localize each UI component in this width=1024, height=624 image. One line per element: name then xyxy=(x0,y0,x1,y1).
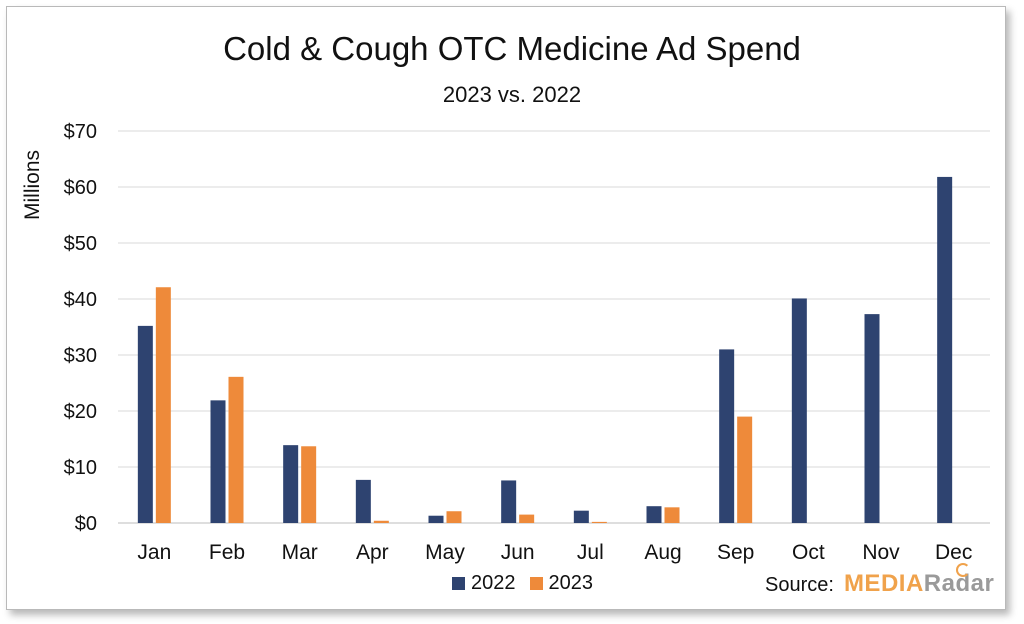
y-tick-label: $70 xyxy=(64,121,97,143)
bar-2023-feb xyxy=(228,376,244,523)
bar-2022-jun xyxy=(501,480,517,523)
bar-2023-jul xyxy=(591,521,607,523)
legend-swatch-2022 xyxy=(452,577,465,590)
mediaradar-logo: MEDIARadar xyxy=(843,563,994,598)
bar-2022-feb xyxy=(210,400,226,523)
bar-2022-jan xyxy=(137,325,153,523)
x-tick-label: Jan xyxy=(137,541,171,564)
source-credit: Source: MEDIARadar xyxy=(765,563,994,598)
x-tick-label: Mar xyxy=(282,541,318,564)
logo-radar-icon xyxy=(956,563,971,577)
x-tick-label: Aug xyxy=(644,541,681,564)
bar-2022-sep xyxy=(719,349,735,523)
bar-2023-aug xyxy=(664,507,680,523)
bar-2023-may xyxy=(446,511,462,523)
legend-item-2023: 2023 xyxy=(529,572,594,595)
bar-2023-apr xyxy=(373,520,389,523)
bar-2023-sep xyxy=(737,416,753,523)
chart-subtitle: 2023 vs. 2022 xyxy=(442,82,582,107)
x-tick-label: May xyxy=(425,541,465,564)
bar-2022-mar xyxy=(283,445,299,523)
source-label: Source: xyxy=(765,574,834,596)
bar-2022-may xyxy=(428,515,444,523)
bar-2022-oct xyxy=(791,298,807,523)
bar-2023-mar xyxy=(301,446,317,523)
bar-2023-jan xyxy=(155,287,171,523)
logo-text-media: MEDIA xyxy=(843,570,924,597)
bar-2022-apr xyxy=(355,479,371,523)
legend: 2022 2023 xyxy=(452,572,607,595)
bar-2022-aug xyxy=(646,506,662,523)
bar-2023-jun xyxy=(519,514,535,523)
x-tick-label: Nov xyxy=(862,541,900,564)
legend-item-2022: 2022 xyxy=(452,572,516,595)
x-tick-label: Oct xyxy=(792,541,825,564)
y-tick-label: $30 xyxy=(64,345,97,367)
legend-label-2022: 2022 xyxy=(471,572,516,594)
y-tick-label: $20 xyxy=(64,401,97,423)
x-tick-label: Apr xyxy=(356,541,389,564)
chart-title: Cold & Cough OTC Medicine Ad Spend xyxy=(223,30,801,67)
bar-2022-jul xyxy=(573,510,589,523)
bar-2022-dec xyxy=(937,176,953,524)
x-tick-label: Jun xyxy=(501,541,535,564)
bar-2022-nov xyxy=(864,314,880,523)
x-tick-label: Feb xyxy=(209,541,245,564)
x-tick-label: Sep xyxy=(717,541,754,564)
y-tick-label: $50 xyxy=(64,233,97,255)
legend-swatch-2023 xyxy=(529,577,543,590)
y-tick-label: $60 xyxy=(64,177,97,199)
legend-label-2023: 2023 xyxy=(548,572,594,594)
y-tick-label: $40 xyxy=(64,289,97,311)
y-tick-label: $0 xyxy=(75,513,97,535)
x-tick-label: Dec xyxy=(935,541,972,564)
x-tick-label: Jul xyxy=(577,541,604,564)
y-tick-label: $10 xyxy=(64,457,97,479)
